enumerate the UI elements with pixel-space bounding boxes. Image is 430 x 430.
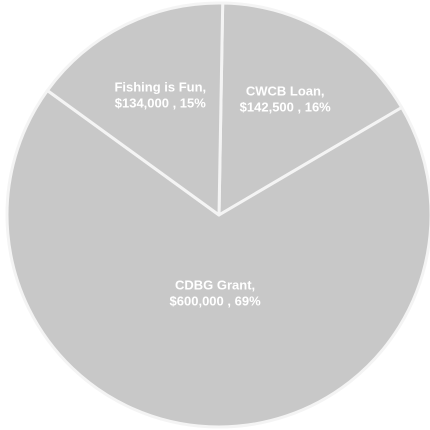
slice-label-1: CDBG Grant, $600,000 , 69%: [170, 278, 262, 309]
slice-label-name-1: CDBG Grant,: [175, 278, 255, 293]
slice-label-0: CWCB Loan, $142,500 , 16%: [240, 84, 332, 115]
slice-label-value-2: $134,000 , 15%: [115, 95, 207, 110]
pie-slice-2: [45, 1, 225, 217]
pie-labels: CWCB Loan, $142,500 , 16% CDBG Grant, $600,…: [114, 79, 331, 308]
slice-label-value-0: $142,500 , 16%: [240, 100, 332, 115]
pie-slices: [5, 1, 430, 429]
slice-label-value-1: $600,000 , 69%: [170, 294, 262, 309]
slice-label-name-2: Fishing is Fun,: [114, 79, 206, 94]
pie-slice-0: [217, 1, 404, 217]
slice-label-2: Fishing is Fun, $134,000 , 15%: [114, 79, 206, 110]
slice-label-name-0: CWCB Loan,: [246, 84, 325, 99]
